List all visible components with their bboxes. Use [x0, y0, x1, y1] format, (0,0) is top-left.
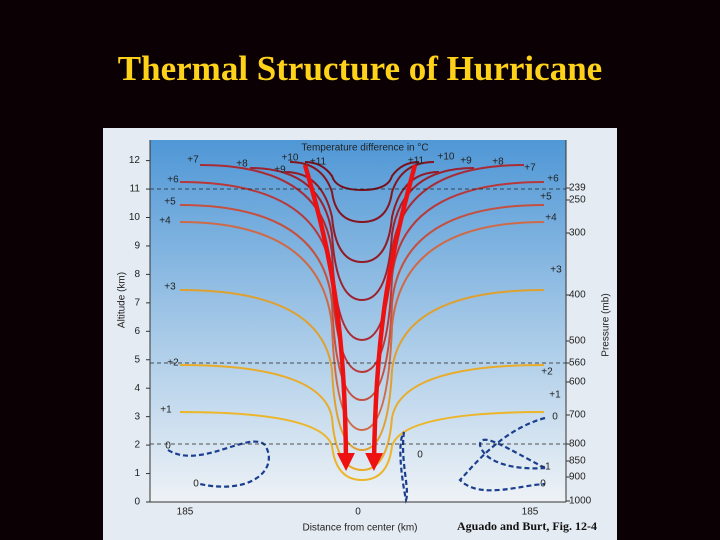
contour-label: +3: [164, 282, 176, 293]
contour-label: 0: [165, 441, 171, 452]
contour: [304, 161, 420, 192]
contour-label: +7: [187, 155, 199, 166]
zero-contour: [478, 438, 546, 470]
y2-tick-label: 400: [569, 290, 586, 301]
contour-label: +8: [492, 157, 504, 168]
y-tick-label: 2: [134, 440, 140, 451]
y2-tick-label: 239: [569, 183, 586, 194]
contour: [284, 171, 440, 264]
y-tick-label: 6: [134, 326, 140, 337]
arrow: [365, 164, 418, 471]
y-tick-label: 8: [134, 269, 140, 280]
contour-label: 0: [417, 450, 423, 461]
y-axis-label: Altitude (km): [117, 272, 128, 328]
y-tick-label: 7: [134, 297, 140, 308]
arrows: [302, 164, 418, 471]
contour-label: +8: [236, 159, 248, 170]
y-tick-label: 4: [134, 383, 140, 394]
y2-tick-label: 850: [569, 456, 586, 467]
contour: [179, 411, 545, 482]
y2-tick-label: 560: [569, 358, 586, 369]
y2-tick-label: 250: [569, 195, 586, 206]
contour-label: +9: [460, 156, 472, 167]
contour-label: +6: [167, 175, 179, 186]
contour: [179, 221, 545, 432]
y-tick-label: 9: [134, 241, 140, 252]
slide-title: Thermal Structure of Hurricane: [118, 49, 602, 88]
top-label: Temperature difference in °C: [301, 143, 428, 154]
contour-label: +9: [274, 165, 286, 176]
contour-label: +1: [549, 390, 561, 401]
contour-label: 0: [552, 412, 558, 423]
contours: [167, 161, 546, 504]
contour-label: +10: [438, 152, 455, 163]
contour-label: +11: [408, 156, 425, 167]
y-tick-label: 10: [129, 212, 141, 223]
contour-label: 0: [540, 479, 546, 490]
zero-contour: [399, 431, 408, 504]
zero-contour: [458, 416, 546, 492]
arrow: [302, 164, 355, 471]
contour-label: +3: [550, 265, 562, 276]
contour: [179, 204, 545, 402]
y2-tick-label: 800: [569, 439, 586, 450]
contour: [179, 181, 545, 374]
y2-tick-label: 900: [569, 472, 586, 483]
contour: [289, 161, 435, 224]
contour-label: +1: [160, 405, 172, 416]
x-tick-label: 185: [522, 507, 539, 518]
contour-label: +5: [540, 192, 552, 203]
contour-label: +7: [524, 163, 536, 174]
contour-label: +2: [541, 367, 553, 378]
contour-label: +10: [282, 153, 299, 164]
contour-label: +11: [310, 157, 327, 168]
contour-label: +5: [164, 197, 176, 208]
y2-tick-label: 1000: [569, 496, 592, 507]
y2-tick-label: 300: [569, 228, 586, 239]
contour-label: +6: [547, 174, 559, 185]
contour-label: 0: [193, 479, 199, 490]
y-tick-label: 1: [134, 468, 140, 479]
y2-tick-label: 600: [569, 377, 586, 388]
y2-tick-label: 700: [569, 410, 586, 421]
y-tick-label: 0: [134, 497, 140, 508]
contour: [199, 164, 525, 342]
labels: 0123456789101112239250300400500560600700…: [129, 152, 592, 518]
y2-axis-label: Pressure (mb): [601, 293, 612, 356]
y-tick-label: 5: [134, 354, 140, 365]
y-tick-label: 3: [134, 411, 140, 422]
contour-label: −1: [539, 462, 551, 473]
x-tick-label: 0: [355, 507, 361, 518]
caption: Aguado and Burt, Fig. 12-4: [457, 519, 597, 533]
contour: [179, 289, 545, 452]
plot-area: [150, 140, 566, 502]
contour-label: +2: [167, 358, 179, 369]
x-tick-label: 185: [177, 507, 194, 518]
contour-label: +4: [545, 213, 557, 224]
y-tick-label: 11: [130, 184, 141, 195]
contour: [179, 364, 545, 472]
zero-contour: [167, 440, 270, 488]
reference-lines: [150, 188, 566, 445]
x-axis-label: Distance from center (km): [302, 523, 417, 534]
contour-label: +4: [159, 216, 171, 227]
y-tick-label: 12: [129, 155, 141, 166]
y2-tick-label: 500: [569, 336, 586, 347]
